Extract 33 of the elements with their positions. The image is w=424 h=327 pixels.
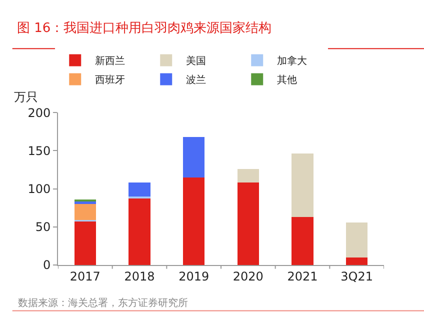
bar: [128, 198, 150, 265]
x-tick-label: 3Q21: [340, 269, 374, 284]
x-tick-label: 2021: [287, 269, 318, 284]
bar: [346, 257, 368, 265]
x-tick-label: 2018: [124, 269, 155, 284]
bar: [292, 154, 314, 217]
bar: [237, 182, 260, 265]
bar: [237, 168, 260, 183]
source-note: 数据来源：海关总署，东方证券研究所: [18, 297, 188, 309]
chart-title: 图 16：我国进口种用白羽肉鸡来源国家结构: [16, 20, 272, 36]
y-tick-label: 50: [35, 220, 51, 234]
legend-label: 波兰: [186, 74, 206, 86]
legend-label: 其他: [277, 74, 298, 86]
legend-label: 加拿大: [277, 55, 308, 68]
bar: [128, 196, 150, 199]
legend-label: 新西兰: [95, 55, 126, 68]
bar: [74, 220, 96, 265]
bar: [292, 216, 314, 265]
bar: [182, 136, 205, 178]
bar: [74, 204, 96, 220]
y-axis-title: 万只: [14, 90, 38, 104]
y-tick-label: 100: [28, 182, 51, 196]
x-tick-label: 2017: [70, 269, 100, 284]
legend-label: 西班牙: [95, 74, 126, 86]
bar: [128, 182, 150, 196]
bar: [346, 222, 368, 258]
y-tick-label: 150: [28, 144, 51, 158]
legend-label: 美国: [186, 55, 206, 68]
y-tick-label: 0: [42, 258, 51, 272]
bar: [182, 177, 205, 265]
x-tick-label: 2020: [232, 269, 264, 284]
y-tick-label: 200: [28, 106, 51, 120]
x-tick-label: 2019: [178, 269, 210, 284]
